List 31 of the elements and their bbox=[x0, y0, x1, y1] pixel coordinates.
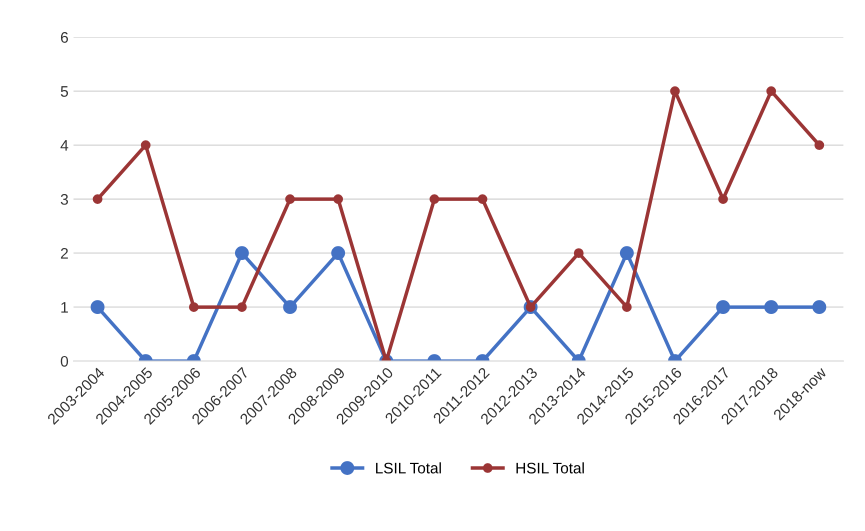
point bbox=[188, 302, 199, 312]
point bbox=[718, 194, 728, 204]
point bbox=[430, 194, 440, 204]
y-tick-label: 0 bbox=[60, 356, 68, 367]
point bbox=[766, 86, 776, 96]
point bbox=[333, 194, 344, 204]
y-tick-label: 5 bbox=[60, 86, 68, 97]
point bbox=[764, 300, 778, 314]
point bbox=[620, 246, 634, 260]
point bbox=[670, 86, 680, 96]
point bbox=[574, 248, 584, 258]
point bbox=[140, 140, 151, 150]
point bbox=[478, 194, 488, 204]
y-tick-label: 3 bbox=[60, 194, 68, 205]
point bbox=[716, 300, 730, 314]
point bbox=[285, 194, 295, 204]
point bbox=[331, 246, 346, 260]
y-tick-label: 2 bbox=[60, 248, 68, 259]
y-tick-label: 1 bbox=[61, 302, 68, 313]
legend-label: LSIL Total bbox=[376, 462, 441, 474]
point bbox=[237, 302, 247, 312]
point bbox=[814, 140, 824, 150]
point bbox=[90, 300, 105, 314]
y-tick-label: 6 bbox=[60, 32, 68, 43]
point bbox=[812, 300, 826, 314]
point bbox=[92, 194, 102, 204]
point bbox=[622, 302, 632, 312]
y-tick-label: 4 bbox=[60, 140, 68, 151]
point bbox=[283, 300, 297, 314]
point bbox=[234, 246, 249, 260]
legend-label: HSIL Total bbox=[516, 462, 584, 474]
